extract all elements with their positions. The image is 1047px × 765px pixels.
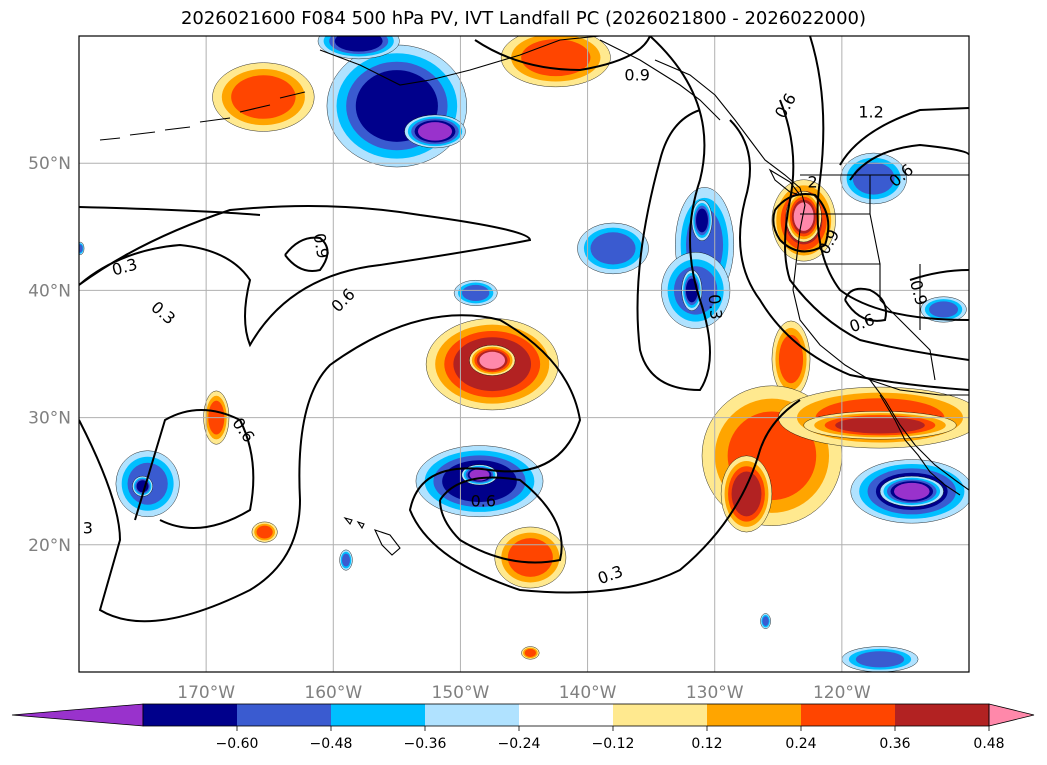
coastline-alaska xyxy=(319,36,601,86)
colorbar-tick-label: −0.12 xyxy=(592,736,635,752)
pv-blob-0-band-2 xyxy=(231,75,296,119)
colorbar-swatch xyxy=(519,704,614,726)
colorbar-tick-label: −0.36 xyxy=(404,736,447,752)
pv-blob-17-band-3 xyxy=(696,208,708,233)
pv-blob-19-band-2 xyxy=(590,232,636,265)
lon-tick-label: 150°W xyxy=(432,683,490,703)
colorbar-swatch xyxy=(425,704,520,726)
coastline-north-america xyxy=(654,59,969,491)
contour-03-north xyxy=(79,205,532,348)
contour-label: 0.9 xyxy=(309,232,332,260)
contour-06-west xyxy=(134,409,255,529)
contour-alaska xyxy=(474,36,651,72)
colorbar-swatch xyxy=(801,704,896,726)
colorbar-tick-label: 0.24 xyxy=(785,736,816,752)
colorbar-tick-label: 0.48 xyxy=(973,736,1004,752)
lat-tick-label: 50°N xyxy=(28,154,71,174)
contour-06-central xyxy=(439,476,563,564)
contour-09-east xyxy=(779,99,969,361)
pv-blob-33-band-2 xyxy=(341,553,351,567)
colorbar-extend-high xyxy=(988,703,1035,727)
contour-06-tip xyxy=(909,269,969,281)
coastline-baja xyxy=(879,394,961,496)
contour-03-east-trough xyxy=(636,36,711,392)
ivt-contours xyxy=(79,36,969,623)
map-frame xyxy=(78,35,970,673)
colorbar-tick-label: 0.36 xyxy=(879,736,910,752)
colorbar: −0.60 −0.48 −0.36 −0.24 −0.12 0.12 0.24 0.36 0.4… xyxy=(11,703,1035,752)
lon-tick-label: 140°W xyxy=(559,683,617,703)
contour-label: 0.9 xyxy=(624,65,649,84)
coastline-hawaii xyxy=(343,516,401,556)
lon-tick-label: 130°W xyxy=(686,683,744,703)
contour-label: 0.3 xyxy=(705,293,726,320)
colorbar-swatch xyxy=(707,704,802,726)
contour-06-east xyxy=(729,119,969,391)
pv-blob-22-band-2 xyxy=(778,334,804,384)
contour-06-small-east xyxy=(844,287,887,322)
pv-blob-34-band-2 xyxy=(762,616,769,626)
pv-blob-21-band-4 xyxy=(793,202,814,231)
pv-blob-24-band-3 xyxy=(731,471,762,517)
contour-09-ne xyxy=(849,143,969,181)
contour-label: 3 xyxy=(83,518,93,537)
pv-blob-6-band-4 xyxy=(479,351,506,369)
map-title: 2026021600 F084 500 hPa PV, IVT Landfall… xyxy=(180,8,867,29)
pv-blob-29-band-2 xyxy=(852,162,895,195)
colorbar-swatch xyxy=(143,704,238,726)
border-us-mexico xyxy=(869,379,969,396)
contour-12-east xyxy=(809,36,969,321)
contour-label: 2 xyxy=(808,172,818,191)
border-idaho xyxy=(869,175,881,265)
coastline-alaska-panhandle xyxy=(599,39,721,121)
pv-blob-31-band-2 xyxy=(855,651,905,668)
colorbar-tick-label: −0.48 xyxy=(310,736,353,752)
coastline-vancouver-island xyxy=(768,168,802,197)
lon-tick-label: 170°W xyxy=(177,683,235,703)
colorbar-swatch xyxy=(237,704,332,726)
contour-09-ring xyxy=(772,193,830,253)
colorbar-frame xyxy=(142,703,990,727)
contour-03-central xyxy=(79,206,261,216)
colorbar-swatch xyxy=(613,704,708,726)
pv-blob-10-band-2 xyxy=(461,284,490,301)
colorbar-swatch xyxy=(331,704,426,726)
pv-shading-layer xyxy=(79,36,969,672)
pv-blob-3-band-3 xyxy=(334,36,383,52)
pv-blob-9-band-2 xyxy=(507,538,553,577)
lat-tick-label: 30°N xyxy=(28,409,71,429)
colorbar-swatch xyxy=(895,704,990,726)
pv-blob-26-band-3 xyxy=(835,417,925,434)
contour-03-large xyxy=(79,314,801,623)
contour-label: 0.6 xyxy=(471,492,496,511)
lon-tick-label: 120°W xyxy=(813,683,871,703)
pv-blob-2-band-4 xyxy=(417,122,453,141)
lon-tick-label: 160°W xyxy=(304,683,362,703)
pv-blob-32-band-2 xyxy=(524,648,536,657)
pv-blob-35-band-2 xyxy=(79,244,83,253)
coastlines xyxy=(99,36,969,556)
colorbar-tick-label: 0.12 xyxy=(691,736,722,752)
colorbar-extend-low xyxy=(11,703,144,727)
border-california-nevada xyxy=(879,299,936,381)
pv-blob-30-band-2 xyxy=(929,301,959,318)
contour-label: 1.2 xyxy=(858,102,883,121)
graticule xyxy=(79,36,969,672)
axis-labels: 170°W 160°W 150°W 140°W 130°W 120°W 20°N 30°N 40… xyxy=(28,154,871,703)
colorbar-tick-label: −0.60 xyxy=(216,736,259,752)
pv-blob-28-band-4 xyxy=(893,482,930,500)
contour-09-small xyxy=(284,236,329,272)
pv-blob-14-band-2 xyxy=(256,525,273,539)
colorbar-tick-label: −0.24 xyxy=(498,736,541,752)
coastline-aleutians xyxy=(99,91,306,141)
contour-12-loop xyxy=(839,107,969,166)
lat-tick-label: 40°N xyxy=(28,281,71,301)
lat-tick-label: 20°N xyxy=(28,536,71,556)
